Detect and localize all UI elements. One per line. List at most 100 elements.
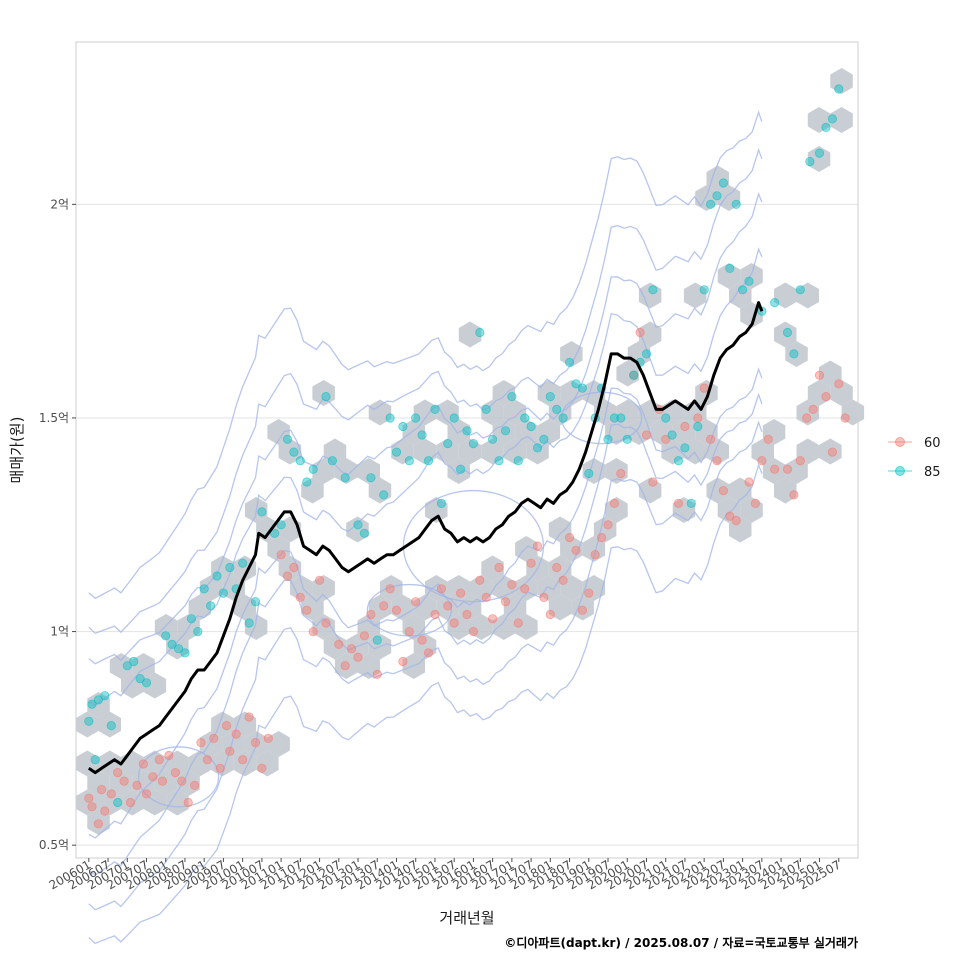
scatter-point-60 bbox=[693, 413, 703, 423]
hexbin-cell bbox=[132, 653, 155, 679]
scatter-point-85 bbox=[90, 755, 100, 765]
legend-key-point-85 bbox=[895, 466, 905, 476]
scatter-point-85 bbox=[193, 626, 203, 637]
scatter-point-60 bbox=[132, 780, 142, 791]
legend-label-60: 60 bbox=[924, 436, 941, 451]
y-axis-ticks: 0.5억 1억 1.5억 2억 bbox=[39, 197, 76, 852]
scatter-point-60 bbox=[202, 755, 212, 765]
hexbin-cell bbox=[548, 555, 572, 582]
scatter-point-60 bbox=[513, 618, 523, 628]
scatter-point-60 bbox=[423, 648, 434, 658]
hexbin-cell bbox=[98, 711, 121, 738]
scatter-point-60 bbox=[808, 404, 818, 414]
hexbin-cell bbox=[571, 594, 594, 621]
scatter-point-85 bbox=[391, 447, 402, 457]
scatter-point-60 bbox=[308, 626, 318, 637]
scatter-point-85 bbox=[507, 391, 517, 402]
scatter-point-85 bbox=[718, 178, 729, 188]
scatter-point-85 bbox=[398, 421, 408, 432]
scatter-point-60 bbox=[183, 797, 193, 808]
scatter-point-85 bbox=[834, 84, 844, 94]
hexbin-cell bbox=[774, 321, 797, 348]
scatter-point-60 bbox=[718, 485, 729, 496]
legend: 60 85 bbox=[888, 436, 941, 480]
scatter-point-85 bbox=[404, 456, 414, 466]
scatter-point-85 bbox=[622, 434, 632, 444]
scatter-point-60 bbox=[744, 477, 754, 487]
scatter-point-85 bbox=[789, 349, 799, 359]
scatter-point-60 bbox=[520, 584, 530, 594]
x-axis-ticks: 2006012006072007012007072008012008072009… bbox=[47, 857, 844, 892]
hexbin-cell bbox=[312, 575, 335, 601]
y-tick-label: 1.5억 bbox=[39, 411, 69, 425]
scatter-point-60 bbox=[673, 498, 684, 508]
hexbin-cell bbox=[357, 614, 380, 640]
scatter-point-85 bbox=[603, 434, 613, 444]
y-tick-label: 2억 bbox=[50, 197, 69, 211]
scatter-point-60 bbox=[782, 464, 793, 474]
hexbin-cell bbox=[785, 341, 808, 367]
scatter-point-60 bbox=[282, 571, 293, 581]
plot-panel-border bbox=[75, 41, 859, 859]
hexbin-cell bbox=[774, 477, 797, 504]
hexbin-cell bbox=[380, 575, 403, 601]
scatter-point-60 bbox=[257, 763, 267, 773]
scatter-point-60 bbox=[84, 793, 94, 803]
scatter-point-85 bbox=[571, 379, 581, 389]
scatter-point-60 bbox=[106, 789, 116, 799]
scatter-point-60 bbox=[190, 780, 200, 791]
density-contour-line bbox=[88, 110, 763, 600]
scatter-point-85 bbox=[385, 413, 395, 423]
hexbin-cell bbox=[413, 438, 437, 465]
scatter-point-60 bbox=[539, 592, 549, 603]
scatter-point-60 bbox=[148, 772, 158, 782]
hexbin-cell bbox=[807, 146, 831, 172]
scatter-point-85 bbox=[302, 477, 312, 487]
scatter-point-85 bbox=[449, 413, 459, 423]
scatter-point-60 bbox=[340, 661, 350, 671]
hexbin-cell bbox=[109, 653, 133, 679]
scatter-point-85 bbox=[244, 618, 254, 628]
scatter-point-60 bbox=[244, 712, 254, 722]
hexbin-layer bbox=[76, 68, 865, 835]
scatter-point-60 bbox=[481, 592, 491, 603]
scatter-point-85 bbox=[250, 597, 261, 607]
hexbin-cell bbox=[537, 419, 561, 445]
hexbin-cell bbox=[413, 633, 437, 660]
hexbin-cell bbox=[76, 711, 99, 738]
scatter-point-85 bbox=[584, 468, 594, 479]
scatter-point-60 bbox=[462, 609, 472, 620]
scatter-point-85 bbox=[609, 413, 620, 423]
hexbin-cell bbox=[233, 594, 257, 621]
scatter-point-85 bbox=[725, 263, 735, 273]
scatter-point-85 bbox=[500, 426, 511, 436]
scatter-point-85 bbox=[494, 456, 504, 466]
hexbin-cell bbox=[796, 282, 819, 309]
scatter-point-60 bbox=[564, 532, 575, 543]
scatter-point-60 bbox=[97, 784, 107, 795]
hexbin-cell bbox=[188, 750, 212, 777]
scatter-point-60 bbox=[436, 584, 446, 594]
scatter-point-60 bbox=[93, 819, 104, 829]
hexbin-cell bbox=[447, 458, 470, 484]
scatter-point-60 bbox=[164, 750, 174, 761]
scatter-point-60 bbox=[545, 609, 555, 620]
scatter-point-60 bbox=[712, 456, 722, 466]
scatter-point-85 bbox=[539, 434, 549, 444]
hexbin-cell bbox=[717, 185, 741, 211]
scatter-point-60 bbox=[590, 550, 600, 560]
scatter-point-60 bbox=[321, 618, 331, 628]
scatter-point-85 bbox=[340, 473, 350, 483]
hexbin-cell bbox=[368, 399, 392, 426]
hexbin-cell bbox=[267, 536, 290, 562]
scatter-point-60 bbox=[225, 746, 235, 756]
scatter-point-85 bbox=[443, 438, 453, 449]
scatter-point-85 bbox=[180, 648, 190, 658]
scatter-point-60 bbox=[314, 575, 325, 585]
scatter-point-60 bbox=[616, 468, 626, 479]
scatter-point-60 bbox=[398, 656, 408, 667]
hexbin-cell bbox=[425, 497, 448, 523]
scatter-point-85 bbox=[475, 327, 485, 338]
scatter-point-85 bbox=[526, 421, 536, 432]
scatter-point-60 bbox=[353, 652, 363, 662]
